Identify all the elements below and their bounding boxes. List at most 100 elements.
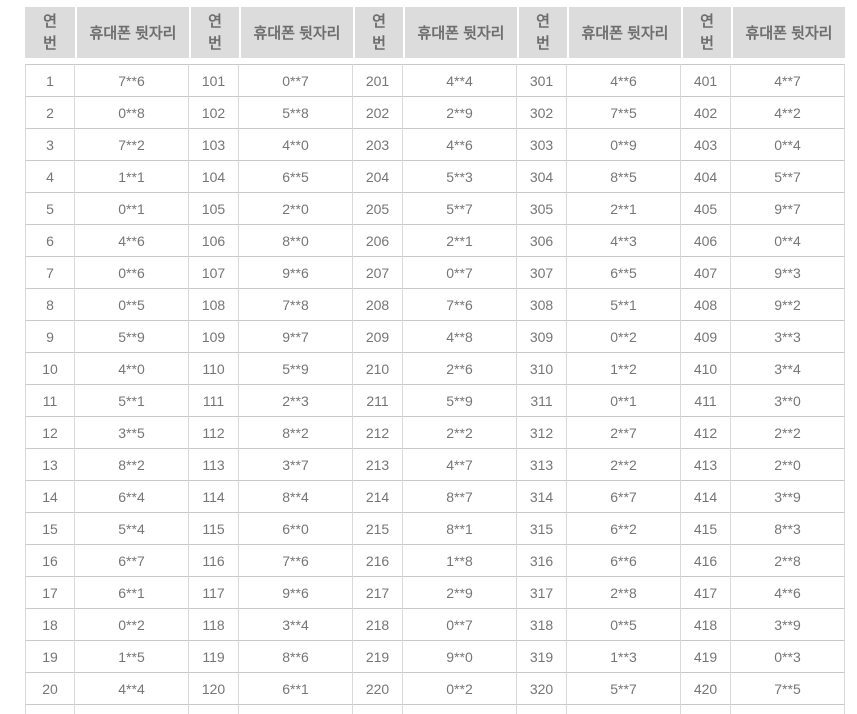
table-row: 20 4**4 120 6**1 220 0**2 320 5**7 420 7**5 [25,673,845,705]
cell-serial-no: 408 [681,289,731,321]
cell-serial-no [353,705,403,714]
cell-phone-lastdigits: 7**6 [239,545,353,577]
cell-phone-lastdigits: 8**2 [75,449,189,481]
cell-serial-no: 15 [25,513,75,545]
cell-phone-lastdigits: 8**1 [403,513,517,545]
cell-serial-no: 11 [25,385,75,417]
cell-phone-lastdigits: 5**7 [567,673,681,705]
cell-serial-no: 118 [189,609,239,641]
cell-phone-lastdigits: 0**4 [731,225,845,257]
cell-phone-lastdigits: 6**6 [567,545,681,577]
cell-serial-no: 9 [25,321,75,353]
cell-serial-no: 111 [189,385,239,417]
cell-phone-lastdigits: 1**3 [567,641,681,673]
cell-phone-lastdigits: 2**1 [567,193,681,225]
cell-phone-lastdigits: 2**2 [403,417,517,449]
cell-serial-no: 409 [681,321,731,353]
cell-phone-lastdigits: 2**2 [567,449,681,481]
header-serial-no-label: 연번 [372,12,386,52]
cell-phone-lastdigits: 2**6 [403,353,517,385]
cell-phone-lastdigits: 5**8 [239,97,353,129]
cell-phone-lastdigits [75,705,189,714]
cell-phone-lastdigits: 8**5 [567,161,681,193]
cell-phone-lastdigits: 9**6 [239,257,353,289]
header-serial-no-label: 연번 [536,12,550,52]
cell-phone-lastdigits: 4**6 [75,225,189,257]
cell-phone-lastdigits: 0**5 [567,609,681,641]
table-row: 14 6**4 114 8**4 214 8**7 314 6**7 414 3**9 [25,481,845,513]
cell-phone-lastdigits: 4**8 [403,321,517,353]
cell-serial-no: 19 [25,641,75,673]
cell-serial-no: 313 [517,449,567,481]
cell-serial-no: 420 [681,673,731,705]
cell-serial-no: 14 [25,481,75,513]
cell-serial-no: 410 [681,353,731,385]
cell-phone-lastdigits: 9**6 [239,577,353,609]
table-row: 8 0**5 108 7**8 208 7**6 308 5**1 408 9**2 [25,289,845,321]
cell-serial-no: 302 [517,97,567,129]
cell-serial-no: 201 [353,64,403,97]
cell-phone-lastdigits: 3**4 [731,353,845,385]
cell-phone-lastdigits: 2**1 [403,225,517,257]
cell-phone-lastdigits: 0**6 [75,257,189,289]
cell-serial-no: 211 [353,385,403,417]
cell-phone-lastdigits: 5**1 [75,385,189,417]
cell-serial-no: 115 [189,513,239,545]
cell-phone-lastdigits: 6**1 [239,673,353,705]
cell-serial-no: 103 [189,129,239,161]
cell-serial-no: 114 [189,481,239,513]
cell-serial-no: 10 [25,353,75,385]
cell-serial-no: 315 [517,513,567,545]
cell-phone-lastdigits: 0**7 [239,64,353,97]
cell-serial-no: 120 [189,673,239,705]
cell-phone-lastdigits: 0**9 [567,129,681,161]
cell-serial-no: 4 [25,161,75,193]
cell-serial-no: 112 [189,417,239,449]
table-row: 4 1**1 104 6**5 204 5**3 304 8**5 404 5**7 [25,161,845,193]
cell-serial-no: 208 [353,289,403,321]
cell-phone-lastdigits: 0**1 [567,385,681,417]
cell-serial-no: 6 [25,225,75,257]
cell-serial-no: 314 [517,481,567,513]
cell-phone-lastdigits: 7**5 [567,97,681,129]
header-phone-lastdigits: 휴대폰 뒷자리 [567,7,681,64]
cell-serial-no: 202 [353,97,403,129]
cell-phone-lastdigits: 1**5 [75,641,189,673]
cell-phone-lastdigits: 0**2 [403,673,517,705]
cell-phone-lastdigits: 4**4 [403,64,517,97]
cell-serial-no: 7 [25,257,75,289]
cell-serial-no: 218 [353,609,403,641]
cell-serial-no: 417 [681,577,731,609]
cell-phone-lastdigits: 2**7 [567,417,681,449]
cell-phone-lastdigits: 9**3 [731,257,845,289]
cell-serial-no: 104 [189,161,239,193]
cell-phone-lastdigits: 8**4 [239,481,353,513]
cell-phone-lastdigits: 6**2 [567,513,681,545]
cell-serial-no: 414 [681,481,731,513]
cell-serial-no: 319 [517,641,567,673]
table-row: 3 7**2 103 4**0 203 4**6 303 0**9 403 0**4 [25,129,845,161]
cell-phone-lastdigits [731,705,845,714]
cell-phone-lastdigits: 1**8 [403,545,517,577]
cell-serial-no: 307 [517,257,567,289]
cell-phone-lastdigits [239,705,353,714]
cell-phone-lastdigits: 4**6 [567,64,681,97]
cell-phone-lastdigits: 5**7 [403,193,517,225]
header-serial-no: 연번 [353,7,403,64]
cell-serial-no: 113 [189,449,239,481]
header-phone-lastdigits: 휴대폰 뒷자리 [75,7,189,64]
cell-phone-lastdigits: 0**4 [731,129,845,161]
cell-serial-no: 402 [681,97,731,129]
cell-phone-lastdigits: 0**2 [75,609,189,641]
cell-serial-no: 403 [681,129,731,161]
cell-phone-lastdigits: 2**0 [239,193,353,225]
cell-phone-lastdigits: 0**5 [75,289,189,321]
header-serial-no: 연번 [189,7,239,64]
cell-phone-lastdigits: 4**6 [731,577,845,609]
cell-phone-lastdigits: 5**9 [75,321,189,353]
cell-serial-no: 316 [517,545,567,577]
cell-phone-lastdigits: 6**0 [239,513,353,545]
cell-serial-no: 309 [517,321,567,353]
cell-serial-no: 20 [25,673,75,705]
table-row: 15 5**4 115 6**0 215 8**1 315 6**2 415 8**3 [25,513,845,545]
